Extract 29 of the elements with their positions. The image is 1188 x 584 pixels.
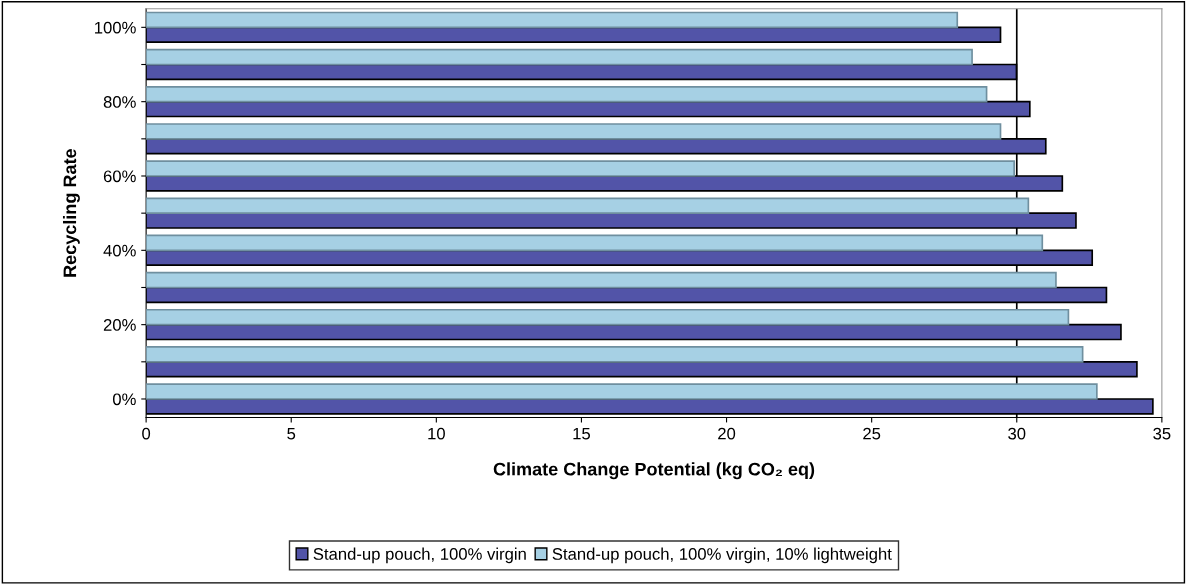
bar bbox=[146, 48, 973, 66]
y-tick-label: 60% bbox=[103, 170, 136, 183]
x-tick-label: 30 bbox=[1008, 427, 1026, 440]
y-tick-label: 0% bbox=[112, 393, 136, 406]
x-tick-label: 10 bbox=[428, 427, 445, 440]
x-tick-label: 25 bbox=[863, 427, 881, 440]
legend-label: Stand-up pouch, 100% virgin, 10% lightweight bbox=[552, 547, 892, 564]
x-axis-title: Climate Change Potential (kg CO₂ eq) bbox=[493, 462, 815, 480]
y-axis-title: Recycling Rate bbox=[62, 149, 80, 277]
y-tick-label: 20% bbox=[103, 319, 136, 331]
x-tick-label: 35 bbox=[1153, 427, 1171, 440]
bar bbox=[146, 346, 1084, 363]
y-tick-label: 100% bbox=[95, 21, 136, 34]
bar bbox=[146, 383, 1098, 400]
bar bbox=[146, 271, 1057, 289]
x-tick-label: 5 bbox=[287, 427, 296, 440]
bar bbox=[146, 234, 1044, 252]
x-tick-label: 20 bbox=[718, 427, 736, 440]
bar bbox=[146, 160, 1015, 177]
x-tick-label: 0 bbox=[142, 427, 151, 440]
x-tick-label: 15 bbox=[573, 427, 591, 440]
bar bbox=[146, 308, 1070, 326]
bar bbox=[146, 197, 1030, 214]
bar bbox=[146, 123, 1002, 140]
y-tick-label: 80% bbox=[103, 96, 136, 108]
legend-label: Stand-up pouch, 100% virgin bbox=[313, 547, 526, 564]
y-tick-label: 40% bbox=[103, 244, 136, 257]
bar bbox=[146, 11, 959, 29]
bar bbox=[146, 85, 988, 103]
